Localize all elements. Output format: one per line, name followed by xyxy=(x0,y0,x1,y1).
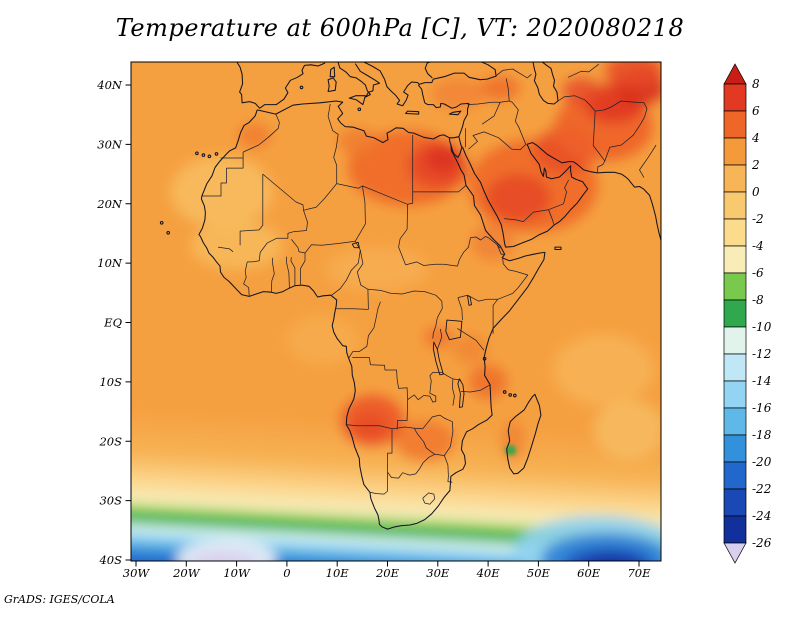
colorbar-label: -26 xyxy=(752,536,772,550)
colorbar-arrow-bottom xyxy=(723,542,747,564)
colorbar-band xyxy=(723,218,747,247)
temperature-field xyxy=(131,62,661,561)
x-axis-label: 10W xyxy=(223,566,251,580)
x-axis-label: 60E xyxy=(577,566,601,580)
grads-attribution: GrADS: IGES/COLA xyxy=(4,593,115,606)
coastlines xyxy=(159,62,661,530)
colorbar-band xyxy=(723,137,747,166)
x-axis-label: 50E xyxy=(527,566,551,580)
x-axis-label: 70E xyxy=(627,566,651,580)
colorbar-label: -6 xyxy=(752,266,764,280)
y-axis-label: 10N xyxy=(97,256,123,270)
y-axis-label: 20N xyxy=(96,197,123,211)
colorbar-band xyxy=(723,110,747,139)
colorbar-band xyxy=(723,245,747,274)
x-axis-label: 20E xyxy=(375,566,400,580)
colorbar-label: -4 xyxy=(752,239,764,253)
colorbar-label: -24 xyxy=(752,509,771,523)
colorbar-band xyxy=(723,515,747,544)
x-axis-label: 40E xyxy=(476,566,501,580)
colorbar-band xyxy=(723,434,747,463)
plot-title: Temperature at 600hPa [C], VT: 202008021… xyxy=(115,14,685,42)
y-axis-label: 40S xyxy=(98,553,122,567)
y-axis-label: EQ xyxy=(103,316,122,330)
map-frame xyxy=(130,61,662,562)
x-axis-label: 30E xyxy=(426,566,450,580)
colorbar: 8 6 4 2 0 -2 -4 -6 -8 -10 -12 -14 -16 -18 -20 -22 -24 -26 xyxy=(723,63,772,564)
colorbar-label: -20 xyxy=(752,455,772,469)
y-axis-label: 20S xyxy=(98,434,122,448)
country-borders xyxy=(201,63,657,505)
colorbar-label: -22 xyxy=(752,482,771,496)
y-axis-label: 10S xyxy=(99,375,122,389)
colorbar-label: -12 xyxy=(752,347,771,361)
colorbar-label: -2 xyxy=(752,212,764,226)
colorbar-label: -14 xyxy=(752,374,771,388)
colorbar-band xyxy=(723,326,747,355)
colorbar-label: -16 xyxy=(752,401,772,415)
colorbar-band xyxy=(723,191,747,220)
colorbar-band xyxy=(723,461,747,490)
colorbar-label: 6 xyxy=(752,104,760,118)
colorbar-label: -18 xyxy=(752,428,772,442)
x-axis-label: 20W xyxy=(172,566,201,580)
y-axis-label: 40N xyxy=(96,78,123,92)
colorbar-band xyxy=(723,407,747,436)
colorbar-label: -10 xyxy=(752,320,772,334)
colorbar-band xyxy=(723,353,747,382)
x-axis-label: 10E xyxy=(326,566,350,580)
axis-labels: 30W 20W 10W 0 10E 20E 30E 40E 50E 60E 70E 40N 30N 20N… xyxy=(96,78,651,580)
colorbar-band xyxy=(723,380,747,409)
y-axis-label: 30S xyxy=(99,494,122,508)
colorbar-arrow-top xyxy=(723,63,747,85)
colorbar-label: 0 xyxy=(752,185,760,199)
x-axis-label: 30W xyxy=(123,566,151,580)
lakes xyxy=(351,241,472,408)
colorbar-label: -8 xyxy=(752,293,764,307)
y-axis-label: 30N xyxy=(97,137,123,151)
colorbar-band xyxy=(723,164,747,193)
x-axis-label: 0 xyxy=(283,566,290,580)
colorbar-label: 2 xyxy=(751,158,760,172)
colorbar-band xyxy=(723,488,747,517)
colorbar-band xyxy=(723,83,747,112)
colorbar-band xyxy=(723,272,747,301)
colorbar-label: 8 xyxy=(752,77,760,91)
colorbar-label: 4 xyxy=(751,131,760,145)
colorbar-band xyxy=(723,299,747,328)
